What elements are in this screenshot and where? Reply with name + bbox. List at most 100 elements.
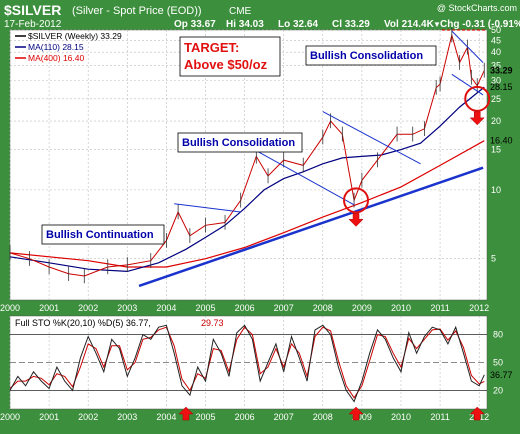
x-tick-label: 2001 — [39, 412, 59, 422]
legend-label: $SILVER (Weekly) 33.29 — [28, 31, 122, 41]
x-tick-label: 2008 — [313, 412, 333, 422]
stochastic-legend-label: Full STO %K(20,10) %D(5) 36.77, — [15, 318, 151, 328]
y-tick-label: 20 — [491, 116, 501, 126]
stochastic-k-line — [9, 324, 485, 403]
header-open: Op 33.67 — [174, 19, 216, 30]
y-tick-label: 35 — [491, 60, 501, 70]
header-volume: Vol 214.4K — [384, 19, 435, 30]
legend-label: MA(400) 16.40 — [28, 53, 84, 63]
annotation-target-text: TARGET: — [184, 40, 239, 55]
annotation-bullish-continuation: Bullish Continuation — [41, 224, 165, 245]
last-price-label: 33.29 — [490, 65, 513, 75]
annotation-layer: Bullish Continuation Bullish Consolidatio… — [41, 36, 491, 421]
stochastic-series-layer — [9, 324, 485, 403]
y-tick-label: 5 — [491, 254, 496, 264]
x-tick-label: 2006 — [235, 303, 255, 313]
header-change: Chg -0.31 (-0.91%) — [440, 19, 520, 30]
down-arrow-icon — [469, 111, 485, 126]
x-tick-label: 2011 — [430, 412, 449, 422]
stochastic-grid — [9, 316, 487, 409]
annotation-bullish-consolidation-2011-text: Bullish Consolidation — [310, 50, 423, 62]
x-tick-label: 2009 — [352, 303, 372, 313]
annotation-bullish-continuation-box — [41, 224, 165, 245]
ma110-line — [9, 86, 485, 273]
stochastic-d-line — [9, 326, 485, 399]
annotation-bullish-consolidation-2008-text: Bullish Consolidation — [182, 137, 295, 149]
y-tick-label: 10 — [491, 185, 501, 195]
header-low: Lo 32.64 — [278, 19, 318, 30]
trendline — [322, 111, 421, 165]
header-exchange: CME — [229, 6, 252, 17]
stochastic-arrow — [178, 406, 194, 421]
axis-ticks: 2000 2000 2001 2001 2002 2002 2003 2003 2004 2004… — [0, 25, 503, 422]
x-tick-label: 2007 — [274, 303, 294, 313]
header-instrument-name: (Silver - Spot Price (EOD)) — [72, 5, 202, 17]
x-tick-label: 2004 — [156, 412, 176, 422]
up-arrow-icon — [178, 406, 194, 421]
trendline — [451, 73, 484, 96]
x-tick-label: 2004 — [156, 303, 176, 313]
header-date: 17-Feb-2012 — [4, 19, 62, 30]
highlight-circle — [343, 187, 370, 214]
last-ma110-label: 28.15 — [490, 82, 513, 92]
highlight-circle — [464, 85, 491, 112]
watermark: @ StockCharts.com — [437, 3, 517, 13]
y-tick-label: 20 — [493, 385, 503, 395]
trendline — [138, 166, 484, 288]
x-tick-label: 2005 — [195, 412, 215, 422]
header-high: Hi 34.03 — [226, 19, 264, 30]
up-arrow-icon — [469, 406, 485, 421]
stochastic-arrow — [348, 406, 364, 421]
annotation-target-text: Above $50/oz — [184, 57, 268, 72]
x-tick-label: 2008 — [313, 303, 333, 313]
change-down-icon: ▼ — [433, 20, 441, 29]
x-tick-label: 2000 — [0, 412, 20, 422]
x-tick-label: 2002 — [78, 412, 98, 422]
last-k-label: 36.77 — [490, 370, 513, 380]
trendline — [451, 30, 484, 63]
last-ma400-label: 16.40 — [490, 136, 513, 146]
y-tick-label: 50 — [493, 358, 503, 368]
y-tick-label: 15 — [491, 145, 501, 155]
x-tick-label: 2002 — [78, 303, 98, 313]
trendline — [248, 145, 355, 206]
x-tick-label: 2009 — [352, 412, 372, 422]
y-tick-label: 80 — [493, 330, 503, 340]
x-tick-label: 2011 — [430, 303, 449, 313]
x-tick-label: 2012 — [469, 303, 489, 313]
y-tick-label: 30 — [491, 76, 501, 86]
x-tick-label: 2006 — [235, 412, 255, 422]
y-tick-label: 40 — [491, 47, 501, 57]
x-tick-label: 2010 — [391, 303, 411, 313]
annotation-bullish-continuation-text: Bullish Continuation — [46, 229, 154, 241]
x-tick-label: 2000 — [0, 303, 20, 313]
annotation-bullish-consolidation-2008-box — [177, 132, 303, 153]
y-tick-label: 25 — [491, 94, 501, 104]
x-tick-label: 2003 — [117, 303, 137, 313]
stochastic-legend-d-value: 29.73 — [201, 318, 224, 328]
annotation-bullish-consolidation-2008: Bullish Consolidation — [177, 132, 303, 153]
legend-label: MA(110) 28.15 — [28, 42, 84, 52]
annotation-bullish-consolidation-2011-box — [305, 45, 437, 66]
annotation-bullish-consolidation-2011: Bullish Consolidation — [305, 45, 437, 66]
x-tick-label: 2007 — [274, 412, 294, 422]
header-close: Cl 33.29 — [332, 19, 370, 30]
stochastic-arrow — [469, 406, 485, 421]
x-tick-label: 2010 — [391, 412, 411, 422]
x-tick-label: 2001 — [39, 303, 59, 313]
x-tick-label: 2005 — [195, 303, 215, 313]
price-series-layer — [9, 27, 485, 288]
price-arrow — [348, 213, 364, 227]
down-arrow-icon — [348, 213, 364, 227]
annotation-target: TARGET: Above $50/oz — [179, 36, 281, 77]
up-arrow-icon — [348, 406, 364, 421]
x-tick-label: 2003 — [117, 412, 137, 422]
y-tick-label: 50 — [491, 25, 501, 35]
price-arrow — [469, 111, 485, 126]
trendline — [174, 203, 241, 213]
y-tick-label: 45 — [491, 35, 501, 45]
header-symbol: $SILVER — [4, 2, 61, 18]
